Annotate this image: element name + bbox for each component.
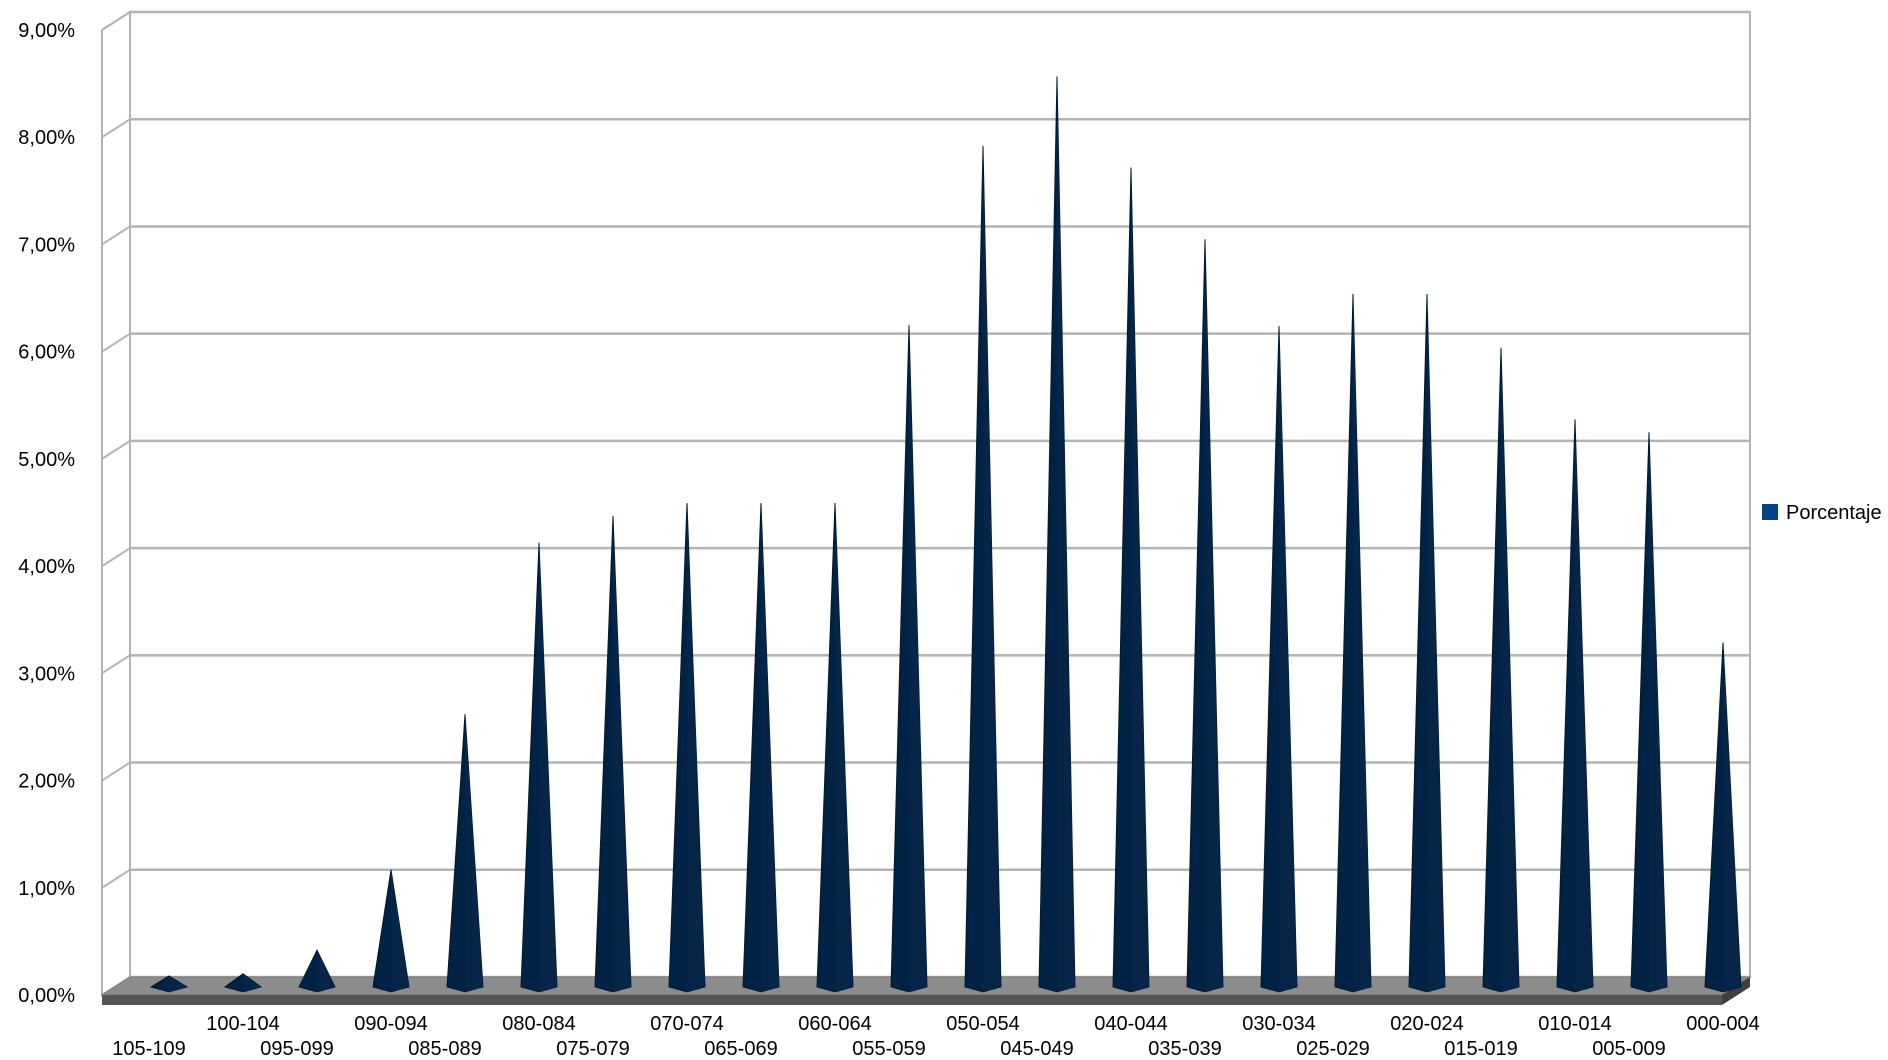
bar-shade — [243, 973, 261, 992]
x-tick-label: 055-059 — [852, 1038, 925, 1060]
bar-shade — [1723, 642, 1741, 992]
y-tick-label: 9,00% — [18, 20, 75, 42]
side-wall — [101, 10, 131, 997]
side-gridline — [101, 118, 131, 139]
x-tick-label: 030-034 — [1242, 1013, 1315, 1035]
y-tick-label: 1,00% — [18, 878, 75, 900]
bar-shade — [1279, 326, 1297, 992]
bar-shade — [983, 146, 1001, 992]
back-wall — [129, 11, 1751, 978]
bar-shade — [391, 869, 409, 992]
bar-shade — [761, 503, 779, 992]
x-tick-label: 015-019 — [1444, 1038, 1517, 1060]
floor-side — [1722, 977, 1750, 1005]
y-tick-label: 5,00% — [18, 449, 75, 471]
bar-shade — [169, 975, 187, 992]
x-tick-label: 040-044 — [1094, 1013, 1167, 1035]
x-tick-label: 020-024 — [1390, 1013, 1463, 1035]
x-tick-label: 105-109 — [112, 1038, 185, 1060]
bar-shade — [613, 515, 631, 992]
bar-shade — [1353, 293, 1371, 992]
x-tick-label: 010-014 — [1538, 1013, 1611, 1035]
bar-shade — [1501, 347, 1519, 992]
y-tick-label: 7,00% — [18, 234, 75, 256]
x-tick-label: 000-004 — [1686, 1013, 1759, 1035]
x-tick-label: 045-049 — [1000, 1038, 1073, 1060]
x-tick-label: 080-084 — [502, 1013, 575, 1035]
side-gridline — [101, 440, 131, 460]
side-gridline — [101, 547, 131, 567]
y-tick-label: 4,00% — [18, 556, 75, 578]
legend-swatch — [1762, 504, 1778, 520]
y-tick-label: 2,00% — [18, 771, 75, 793]
bar-shade — [1649, 432, 1667, 992]
y-tick-label: 8,00% — [18, 127, 75, 149]
x-tick-label: 100-104 — [206, 1013, 279, 1035]
y-tick-label: 0,00% — [18, 985, 75, 1007]
x-tick-label: 095-099 — [260, 1038, 333, 1060]
y-tick-label: 6,00% — [18, 342, 75, 364]
y-tick-label: 3,00% — [18, 663, 75, 685]
bar-shade — [835, 503, 853, 992]
x-tick-label: 085-089 — [408, 1038, 481, 1060]
x-tick-label: 070-074 — [650, 1013, 723, 1035]
side-gridline — [101, 11, 131, 31]
floor-front — [102, 995, 1722, 1005]
side-gridline — [101, 761, 131, 782]
bar-shade — [1205, 239, 1223, 992]
bar-shade — [465, 714, 483, 992]
x-tick-label: 090-094 — [354, 1013, 427, 1035]
bar-shade — [1131, 167, 1149, 992]
x-tick-label: 075-079 — [556, 1038, 629, 1060]
legend-label: Porcentaje — [1786, 502, 1882, 524]
side-gridline — [101, 332, 131, 353]
bar-shade — [687, 503, 705, 992]
side-gridline — [101, 225, 131, 246]
x-tick-label: 050-054 — [946, 1013, 1019, 1035]
x-tick-label: 035-039 — [1148, 1038, 1221, 1060]
x-tick-label: 025-029 — [1296, 1038, 1369, 1060]
bar-shade — [317, 950, 335, 992]
x-tick-label: 060-064 — [798, 1013, 871, 1035]
x-tick-label: 065-069 — [704, 1038, 777, 1060]
bar-shade — [1427, 293, 1445, 992]
bar-shade — [1057, 76, 1075, 992]
x-tick-label: 005-009 — [1592, 1038, 1665, 1060]
side-gridline — [101, 868, 131, 889]
bar-shade — [539, 542, 557, 992]
bar-shade — [909, 325, 927, 992]
side-gridline — [101, 654, 131, 675]
bar-shade — [1575, 419, 1593, 992]
